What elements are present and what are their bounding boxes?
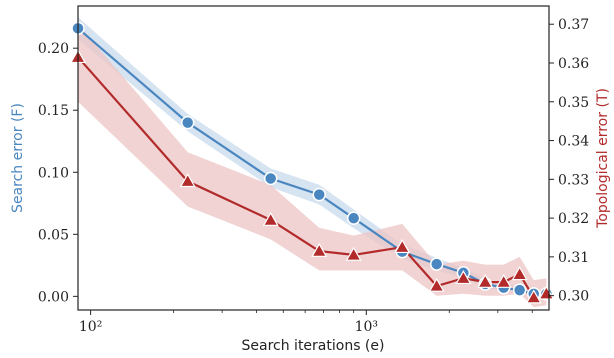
right-tick-label-4: 0.34 — [558, 134, 589, 150]
data-point-triangle-3 — [311, 242, 328, 257]
data-point-circle-3 — [312, 187, 326, 202]
left-tick-label-4: 0.20 — [38, 41, 69, 57]
right-tick-label-3: 0.33 — [558, 172, 589, 188]
confidence-band-right — [78, 24, 547, 308]
x-axis-label: Search iterations (e) — [242, 338, 385, 354]
data-point-circle-1 — [180, 115, 195, 130]
data-point-triangle-1 — [179, 173, 196, 188]
right-tick-label-0: 0.30 — [558, 289, 589, 305]
left-tick-label-2: 0.10 — [38, 165, 69, 181]
data-point-triangle-2 — [262, 211, 279, 226]
data-point-circle-2 — [263, 171, 278, 186]
left-tick-label-3: 0.15 — [38, 103, 69, 119]
right-tick-label-5: 0.35 — [558, 95, 589, 111]
left-axis-ticks: 0.00 0.05 0.10 0.15 0.20 — [38, 41, 78, 305]
left-tick-label-0: 0.00 — [38, 289, 69, 305]
plot-area-frame — [77, 5, 550, 311]
data-point-triangle-5 — [394, 238, 411, 254]
data-point-triangle-4 — [345, 246, 362, 261]
left-axis-label: Search error (F) — [10, 103, 26, 213]
right-axis-ticks: 0.30 0.31 0.32 0.33 0.34 0.35 0.36 0.37 — [549, 17, 589, 305]
data-point-triangle-6 — [428, 277, 445, 292]
data-point-triangle-7 — [455, 269, 472, 285]
right-tick-label-2: 0.32 — [558, 211, 589, 227]
x-axis-ticks: 10² 10³ — [79, 310, 533, 335]
left-tick-label-1: 0.05 — [38, 227, 69, 243]
data-point-circle-6 — [429, 257, 444, 271]
data-point-triangle-10 — [511, 266, 528, 281]
data-point-triangle-11 — [525, 289, 542, 304]
x-tick-label-1: 10³ — [355, 319, 378, 335]
data-point-triangle-9 — [495, 273, 512, 288]
right-axis-label: Topological error (T) — [595, 88, 611, 229]
right-tick-label-7: 0.37 — [558, 17, 589, 33]
right-tick-label-6: 0.36 — [558, 56, 589, 72]
data-point-circle-4 — [346, 211, 361, 225]
x-tick-label-0: 10² — [79, 319, 102, 335]
data-point-triangle-8 — [477, 273, 494, 288]
right-tick-label-1: 0.31 — [558, 250, 589, 266]
data-point-circle-10 — [512, 283, 527, 297]
confidence-bands — [78, 17, 547, 308]
